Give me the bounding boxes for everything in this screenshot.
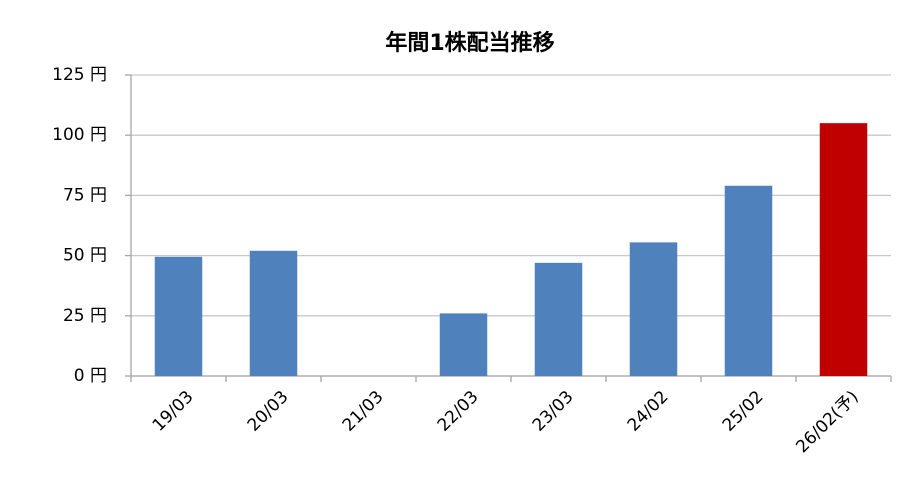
- bar: [724, 185, 773, 376]
- bar: [629, 242, 678, 376]
- y-tick-label: 50 円: [63, 246, 107, 266]
- x-tick-label: 22/03: [434, 387, 483, 436]
- x-tick-label: 23/03: [529, 387, 578, 436]
- y-tick-label: 100 円: [52, 125, 107, 145]
- y-tick-label: 0 円: [74, 366, 107, 386]
- bar: [819, 123, 868, 376]
- chart-title: 年間1株配当推移: [385, 30, 554, 56]
- bar: [154, 256, 203, 376]
- bar: [249, 250, 298, 376]
- x-tick-label: 20/03: [244, 387, 293, 436]
- x-tick-label: 25/02: [719, 387, 768, 436]
- x-tick-label: 19/03: [149, 387, 198, 436]
- bar: [534, 262, 583, 376]
- y-tick-label: 125 円: [52, 65, 107, 85]
- y-tick-label: 25 円: [63, 306, 107, 326]
- x-tick-label: 24/02: [624, 387, 673, 436]
- x-tick-label: 21/03: [339, 387, 388, 436]
- bar: [439, 313, 488, 376]
- y-tick-label: 75 円: [63, 185, 107, 205]
- x-tick-label: 26/02(予): [792, 387, 862, 457]
